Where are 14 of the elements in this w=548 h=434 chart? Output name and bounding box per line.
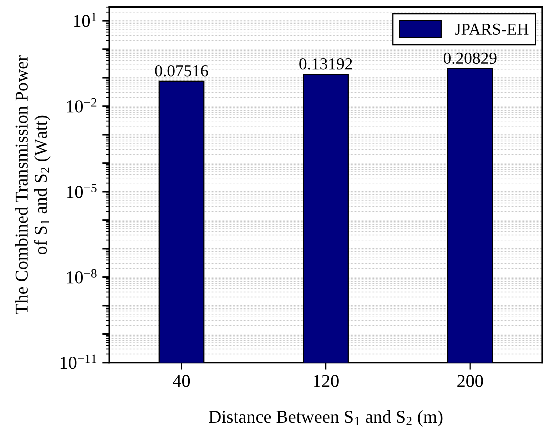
x-tick-label: 40 xyxy=(173,375,190,388)
y-tick-label: 10$^{1}$ xyxy=(74,12,96,28)
y-tick-label: 10$^{−5}$ xyxy=(67,184,97,198)
y-tick-label: 10$^{−11}$ xyxy=(60,354,97,370)
y-tick-label: 10$^{−2}$ xyxy=(67,98,97,113)
x-axis-title: Distance Between S$_{1}$ and S$_{2}$ (m) xyxy=(209,410,443,427)
y-tick-label: 10$^{−8}$ xyxy=(67,269,97,284)
data-label: 0.07516 xyxy=(155,65,208,77)
x-tick-label: 120 xyxy=(314,375,339,388)
y-axis-title: The Combined Transmission Power of S$_{1}$ and S$_{2}$ (Watt) xyxy=(15,56,51,314)
legend-label: JPARS-EH xyxy=(455,24,529,36)
data-label: 0.20829 xyxy=(444,52,497,64)
x-tick-label: 200 xyxy=(458,375,484,388)
data-label: 0.13192 xyxy=(300,58,352,70)
